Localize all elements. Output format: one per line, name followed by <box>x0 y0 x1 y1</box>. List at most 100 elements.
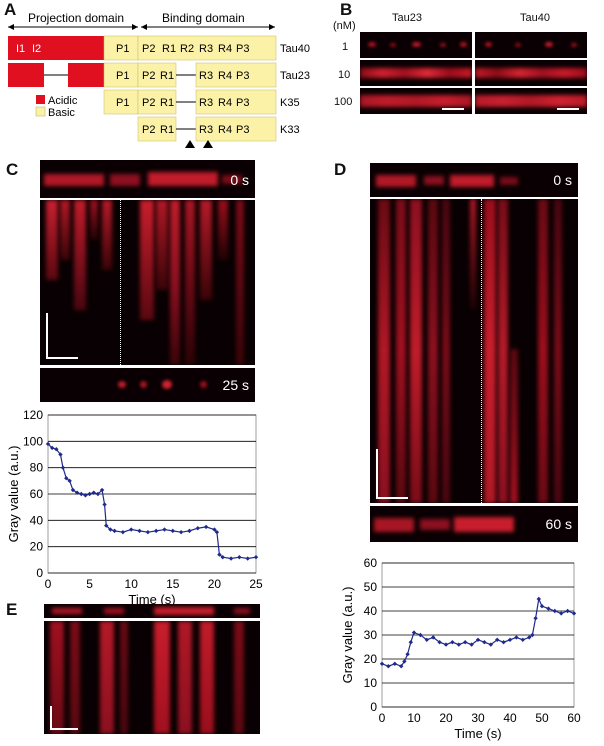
acidic-label-i2: I2 <box>32 43 41 55</box>
chart-c-data-point <box>54 447 59 452</box>
timestamp-d-start: 0 s <box>553 172 572 188</box>
chart-d-data-point <box>571 611 577 616</box>
chart-d-xtick-label: 10 <box>407 711 421 725</box>
micrograph-tau40-10nM <box>475 60 587 86</box>
micrograph-c-end: 25 s <box>40 368 255 402</box>
chart-d-data-point <box>546 606 551 611</box>
svg-text:R3: R3 <box>199 70 213 82</box>
panel-d-letter: D <box>334 160 347 179</box>
legend-basic: Basic <box>35 106 75 119</box>
chart-d-data-point <box>530 632 535 638</box>
svg-text:R4: R4 <box>218 97 232 109</box>
chart-d-ytick-label: 0 <box>370 700 377 714</box>
chart-c-data-point <box>217 552 222 557</box>
svg-text:P1: P1 <box>116 97 129 109</box>
chart-c-data-point <box>112 528 117 534</box>
chart-c-data-point <box>203 524 209 530</box>
svg-text:P3: P3 <box>236 97 249 109</box>
svg-text:P2: P2 <box>142 124 155 136</box>
chart-d-ylabel: Gray value (a.u.) <box>340 587 355 684</box>
chart-d-xtick-label: 60 <box>567 711 581 725</box>
svg-text:P1: P1 <box>116 43 129 55</box>
row-label-1: 1 <box>342 41 349 53</box>
chart-d-data-point <box>402 659 407 664</box>
svg-text:Acidic: Acidic <box>48 95 78 107</box>
svg-text:R3: R3 <box>199 43 213 55</box>
scalebar-c-horizontal <box>46 357 78 359</box>
svg-text:R1: R1 <box>160 70 174 82</box>
chart-d-data-point <box>565 608 570 614</box>
isoform-row-k33: P2 R1 R3 R4 P3 K33 <box>137 116 300 142</box>
chart-d-data-point <box>482 640 487 645</box>
micrograph-tau23-10nM <box>360 60 472 86</box>
chart-c-data-point <box>64 476 69 481</box>
svg-text:Basic: Basic <box>48 107 75 119</box>
svg-text:P2: P2 <box>142 70 155 82</box>
chart-d-data-point <box>443 642 449 647</box>
chart-c-ytick-label: 80 <box>30 461 44 475</box>
chart-d-data-point <box>533 616 538 621</box>
chart-c-ytick-label: 120 <box>23 408 43 422</box>
kymograph-d <box>370 199 578 503</box>
micrograph-d-start: 0 s <box>370 163 578 197</box>
binding-domain-label: Binding domain <box>162 11 245 25</box>
svg-text:R4: R4 <box>218 124 232 136</box>
projection-domain-label: Projection domain <box>28 11 124 25</box>
chart-d-data-point <box>405 652 410 657</box>
isoform-name-tau23: Tau23 <box>280 70 310 82</box>
micrograph-tau40-100nM <box>475 88 587 114</box>
svg-text:P3: P3 <box>236 43 249 55</box>
row-label-10: 10 <box>338 69 351 81</box>
chart-d-data-point <box>386 664 391 669</box>
concentration-unit-label: (nM) <box>333 20 356 32</box>
chart-d-ytick-label: 50 <box>364 580 378 594</box>
micrograph-c-start: 0 s <box>40 160 255 198</box>
scalebar-d-horizontal <box>376 497 408 499</box>
svg-text:R1: R1 <box>160 97 174 109</box>
micrograph-e-top <box>44 604 260 618</box>
svg-text:R1: R1 <box>160 124 174 136</box>
chart-d-ytick-label: 40 <box>364 604 378 618</box>
chart-c-data-point <box>195 526 200 531</box>
svg-text:P3: P3 <box>236 70 249 82</box>
chart-c-xlabel: Time (s) <box>128 592 175 607</box>
isoform-name-k33: K33 <box>280 124 300 136</box>
panel-c-letter: C <box>6 160 19 179</box>
chart-c-data-point <box>99 487 105 493</box>
chart-c-data-point <box>95 491 101 497</box>
panel-a-letter: A <box>4 0 17 19</box>
chart-d-data-point <box>408 640 413 645</box>
chart-d-series-line <box>381 596 575 667</box>
chart-c-ytick-label: 0 <box>36 566 43 580</box>
chart-d-data-point <box>520 637 525 642</box>
kymograph-c <box>40 200 255 365</box>
chart-d-data-point <box>379 661 385 666</box>
column-label-tau40: Tau40 <box>520 12 550 24</box>
chart-c-data-point <box>137 528 142 534</box>
chart-d-data-point <box>450 640 455 645</box>
chart-d-data-point <box>463 640 468 645</box>
chart-d-data-point <box>411 630 417 635</box>
chart-c-data-point <box>102 502 107 507</box>
timestamp-d-end: 60 s <box>545 516 572 532</box>
chart-d-data-point <box>456 642 461 647</box>
chart-c-data-point <box>153 528 159 534</box>
chart-c-data-point <box>162 527 167 532</box>
chart-c-series-line <box>47 443 257 560</box>
chart-c-data-point <box>214 529 220 535</box>
chart-c-xtick-label: 20 <box>208 577 222 591</box>
panel-e-letter: E <box>6 600 18 619</box>
micrograph-tau23-100nM <box>360 88 472 114</box>
chart-d-ytick-label: 20 <box>364 652 378 666</box>
chart-c-ytick-label: 60 <box>30 487 44 501</box>
chart-d-data-point <box>418 632 423 638</box>
chart-d-data-point <box>501 640 506 645</box>
chart-c-data-point <box>245 556 250 561</box>
row-label-100: 100 <box>334 96 353 108</box>
chart-d-xtick-label: 40 <box>503 711 517 725</box>
chart-d-data-point <box>536 596 541 602</box>
chart-d-data-point <box>559 611 564 616</box>
chart-d-xlabel: Time (s) <box>454 726 501 741</box>
chart-c-data-point <box>228 556 234 561</box>
svg-text:R3: R3 <box>199 124 213 136</box>
